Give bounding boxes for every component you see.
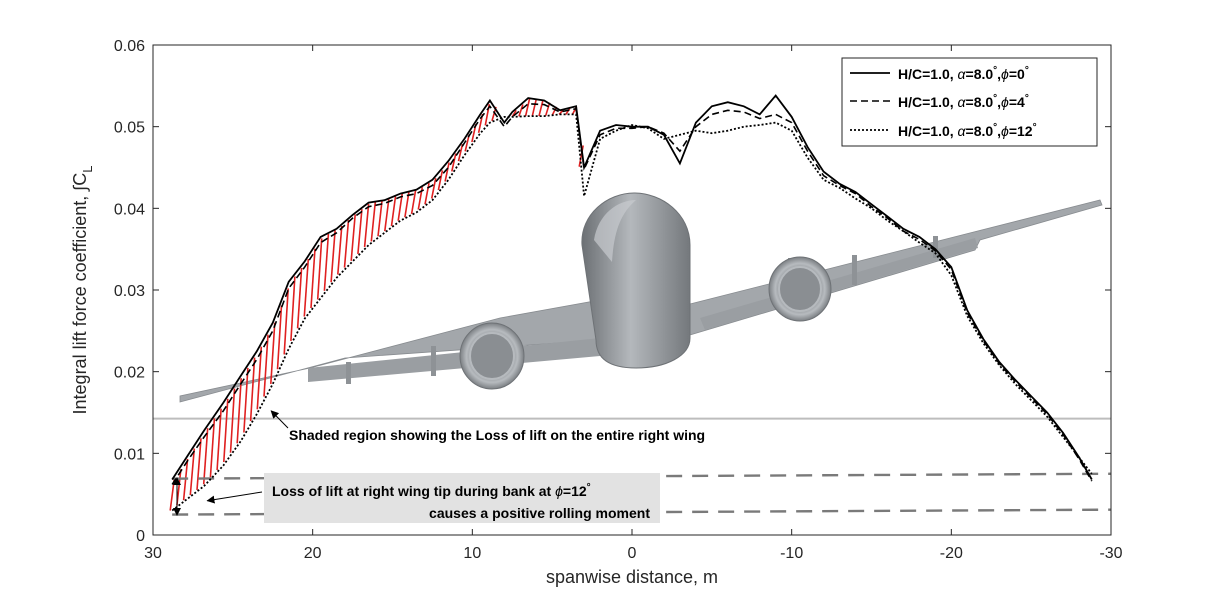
x-axis-ticks: 30 20 10 0 -10 -20 -30 (144, 45, 1123, 562)
right-pylon-2 (431, 346, 436, 376)
hatch-stroke-18 (290, 276, 296, 341)
aircraft-illustration (179, 192, 1103, 403)
left-pylon-1 (852, 255, 857, 285)
hatch-stroke-35 (404, 191, 410, 218)
wing-tip-annotation-arrow (206, 491, 263, 504)
hatch-stroke-52 (531, 98, 538, 117)
x-tick-label: 0 (628, 545, 637, 562)
x-tick-label: 10 (463, 545, 481, 562)
x-tick-label: 20 (304, 545, 322, 562)
y-tick-label: 0.02 (114, 365, 145, 382)
hatch-stroke-30 (370, 201, 377, 242)
hatch-stroke-38 (424, 182, 430, 205)
wing-tip-height-marker-top (173, 477, 181, 485)
legend-label-phi-12: H/C=1.0, α=8.0°,ϕ=12° (898, 122, 1037, 139)
right-engine-inlet (469, 332, 515, 380)
hatch-stroke-34 (397, 193, 403, 221)
x-tick-label: -20 (940, 545, 963, 562)
hatch-stroke-21 (310, 248, 316, 309)
hatch-stroke-51 (524, 98, 531, 117)
hatch-stroke-7 (216, 408, 222, 471)
shaded-region-annotation-text: Shaded region showing the Loss of lift o… (289, 427, 705, 443)
hatch-stroke-8 (223, 398, 229, 463)
hatch-stroke-25 (337, 225, 343, 275)
y-tick-label: 0.04 (114, 201, 145, 218)
right-wing-flap (308, 338, 600, 382)
hatch-stroke-39 (430, 178, 437, 199)
legend-label-phi-0: H/C=1.0, α=8.0°,ϕ=0° (898, 65, 1029, 82)
y-axis-label: Integral lift force coefficient, ∫C (70, 173, 90, 415)
hatch-stroke-41 (444, 162, 450, 182)
wing-tip-annotation: Loss of lift at right wing tip during ba… (173, 473, 660, 523)
y-axis-label-subscript: L (80, 166, 95, 173)
hatch-stroke-27 (350, 214, 356, 261)
hatch-stroke-53 (538, 99, 544, 117)
hatch-stroke-29 (363, 204, 370, 248)
wing-tip-annotation-line1: Loss of lift at right wing tip during ba… (272, 482, 591, 499)
hatch-stroke-24 (330, 230, 336, 283)
y-tick-label: 0.06 (114, 38, 145, 55)
hatch-stroke-1 (176, 469, 182, 506)
legend-label-phi-4: H/C=1.0, α=8.0°,ϕ=4° (898, 93, 1029, 110)
hatch-stroke-5 (202, 428, 209, 485)
y-axis-label-group: Integral lift force coefficient, ∫CL (70, 166, 95, 415)
fuselage (581, 192, 691, 369)
hatch-stroke-16 (276, 305, 283, 370)
hatch-stroke-14 (263, 334, 269, 397)
hatch-stroke-19 (296, 267, 303, 329)
hatch-stroke-6 (209, 418, 216, 478)
hatch-stroke-28 (357, 209, 363, 254)
hatch-stroke-17 (283, 288, 289, 355)
left-engine-inlet (778, 266, 822, 312)
left-wing-flap (700, 238, 978, 330)
x-tick-label: -10 (780, 545, 803, 562)
x-axis-label: spanwise distance, m (546, 567, 718, 587)
y-tick-label: 0.01 (114, 446, 145, 463)
hatch-stroke-11 (243, 367, 249, 433)
hatch-stroke-40 (437, 170, 444, 191)
hatch-stroke-3 (189, 448, 196, 496)
hatch-stroke-31 (377, 200, 383, 237)
hatch-stroke-33 (390, 196, 397, 227)
hatch-stroke-15 (270, 322, 276, 384)
hatch-stroke-4 (196, 438, 202, 490)
wing-tip-annotation-box (264, 473, 660, 523)
hatch-stroke-54 (544, 102, 551, 116)
hatch-stroke-50 (518, 104, 524, 117)
y-tick-label: 0.03 (114, 283, 145, 300)
hatch-stroke-49 (511, 109, 517, 118)
hatch-stroke-36 (410, 190, 417, 215)
shaded-region-annotation-arrow (270, 410, 289, 429)
x-tick-label: -30 (1099, 545, 1122, 562)
y-axis-ticks: 0 0.01 0.02 0.03 0.04 0.05 0.06 (114, 38, 1111, 545)
hatch-stroke-10 (236, 378, 242, 444)
wing-tip-height-marker-bottom (173, 508, 181, 516)
hatch-stroke-20 (303, 258, 310, 317)
y-tick-label: 0.05 (114, 120, 145, 137)
series-phi-0-line (171, 94, 1093, 480)
hatch-stroke-22 (316, 238, 323, 300)
hatch-stroke-13 (256, 346, 263, 410)
hatch-stroke-32 (384, 199, 390, 232)
hatch-stroke-23 (323, 233, 330, 291)
x-tick-label: 30 (144, 545, 162, 562)
legend: H/C=1.0, α=8.0°,ϕ=0° H/C=1.0, α=8.0°,ϕ=4… (841, 57, 1098, 147)
hatch-stroke-43 (457, 144, 464, 162)
svg-text:Integral lift force coefficien: Integral lift force coefficient, ∫CL (70, 166, 95, 415)
hatch-stroke-42 (451, 153, 457, 172)
y-tick-label: 0 (136, 528, 145, 545)
right-pylon-1 (346, 362, 351, 384)
hatch-stroke-9 (229, 388, 236, 453)
hatch-stroke-26 (343, 220, 350, 268)
wing-tip-annotation-line2: causes a positive rolling moment (429, 505, 650, 521)
hatch-stroke-12 (249, 357, 256, 422)
fuselage-nose-highlight (594, 200, 636, 262)
left-pylon-2 (933, 236, 938, 258)
